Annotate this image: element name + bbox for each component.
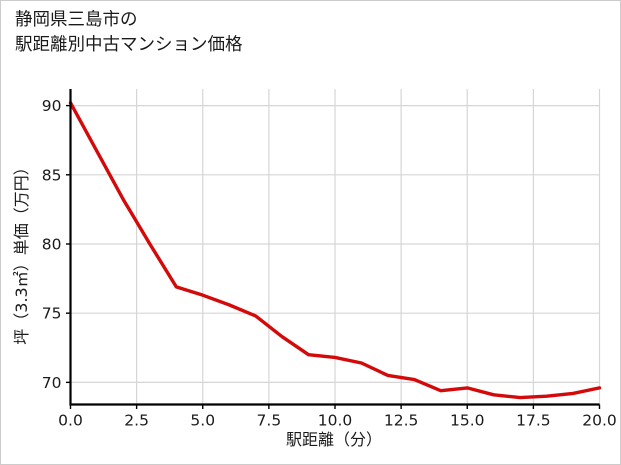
chart-title-line-1: 静岡県三島市の — [15, 10, 138, 30]
axis-spines — [69, 89, 600, 406]
gridlines-group — [69, 89, 601, 405]
y-tick-label: 90 — [42, 97, 62, 115]
y-tick-label: 70 — [42, 374, 62, 392]
series-line-坪単価 — [68, 101, 602, 400]
x-tick-label: 15.0 — [450, 412, 485, 430]
x-tick-label: 7.5 — [257, 412, 282, 430]
x-tick-label: 2.5 — [124, 412, 149, 430]
x-tick-labels-group: 0.0 2.5 5.0 7.5 10.0 12.5 15.0 17.5 20.0 — [58, 412, 617, 430]
x-tick-label: 20.0 — [582, 412, 617, 430]
chart-title: 静岡県三島市の 駅距離別中古マンション価格 — [15, 8, 243, 58]
y-axis-title: 坪（3.3㎡）単価（万円） — [12, 159, 31, 344]
y-tick-label: 75 — [42, 305, 62, 323]
x-tick-label: 17.5 — [516, 412, 551, 430]
x-tick-label: 10.0 — [318, 412, 353, 430]
chart-title-line-2: 駅距離別中古マンション価格 — [15, 34, 243, 55]
x-axis-title: 駅距離（分） — [286, 430, 382, 449]
axis-spines-group — [69, 89, 600, 406]
tickmarks-group — [66, 104, 601, 409]
x-tick-label: 5.0 — [190, 412, 215, 430]
y-tick-labels-group: 70 75 80 85 90 — [42, 97, 62, 392]
y-tick-label: 85 — [42, 166, 62, 184]
series-group — [68, 101, 602, 400]
y-tick-label: 80 — [42, 235, 62, 253]
x-tick-label: 0.0 — [58, 412, 83, 430]
x-tick-label: 12.5 — [384, 412, 419, 430]
